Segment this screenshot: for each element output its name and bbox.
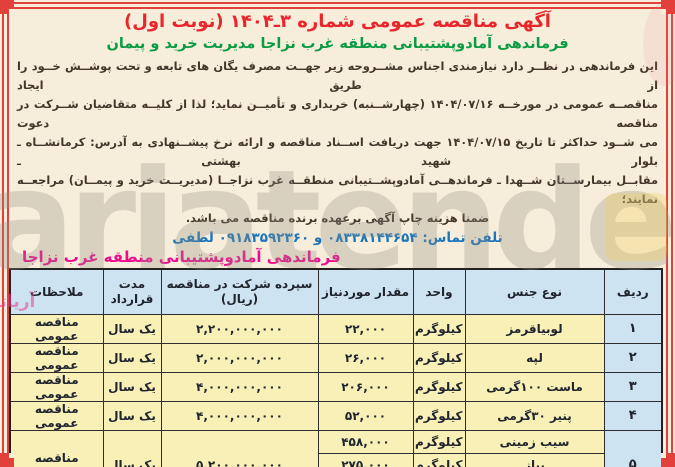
cell-remarks: مناقصه عمومی <box>9 430 104 467</box>
signature-line: فرماندهی آمادوپشتیبانی منطقه غرب نزاجا <box>22 248 341 266</box>
column-header-deposit: سپرده شرکت در مناقصه (ریال) <box>160 268 319 315</box>
cell-item-name: پنیر ۳۰گرمی <box>464 401 605 431</box>
table-header-row: ردیف نوع جنس واحد مقدار موردنیاز سپرده ش… <box>9 268 663 315</box>
page-title: آگهی مناقصه عمومی شماره ۳ـ۱۴۰۴ (نوبت اول… <box>124 11 551 32</box>
cell-deposit: ۵,۲۰۰,۰۰۰,۰۰۰ <box>160 430 319 467</box>
column-header-quantity: مقدار موردنیاز <box>317 268 414 315</box>
column-header-item-name: نوع جنس <box>464 268 605 315</box>
column-header-remarks: ملاحظات <box>9 268 104 315</box>
table-row: ۴ پنیر ۳۰گرمی کیلوگرم ۵۲,۰۰۰ ۴,۰۰۰,۰۰۰,۰۰۰ یک… <box>9 401 663 431</box>
cell-row-number: ۳ <box>603 372 663 402</box>
table-row: ۵ سیب زمینی کیلوگرم ۴۵۸,۰۰۰ ۵,۲۰۰,۰۰۰,۰۰۰ یک … <box>9 430 663 467</box>
cell-deposit: ۲,۲۰۰,۰۰۰,۰۰۰ <box>160 314 319 344</box>
cell-quantity: ۲۰۶,۰۰۰ <box>317 372 414 402</box>
table-body: ۱ لوبیاقرمز کیلوگرم ۲۲,۰۰۰ ۲,۲۰۰,۰۰۰,۰۰۰ یک س… <box>9 314 663 467</box>
cell-unit: کیلوگرم <box>412 314 466 344</box>
frame-corner-ornament <box>0 0 14 14</box>
frame-corner-ornament <box>661 0 675 14</box>
frame-corner-ornament <box>0 453 14 467</box>
cell-unit: کیلوگرم <box>412 372 466 402</box>
body-line: این فرماندهی در نظــر دارد نیازمندی اجنا… <box>17 59 658 92</box>
cell-row-number: ۵ <box>603 430 663 467</box>
tender-items-table: ردیف نوع جنس واحد مقدار موردنیاز سپرده ش… <box>9 268 663 467</box>
column-header-unit: واحد <box>412 268 466 315</box>
page-subtitle: فرماندهی آمادوپشتیبانی منطقه غرب نزاجا م… <box>106 36 569 52</box>
cell-unit: کیلوگرم <box>412 401 466 431</box>
contact-phone-line: تلفن تماس: ۰۸۳۳۸۱۴۴۶۵۴ و ۰۹۱۸۳۵۹۲۳۶۰ لطف… <box>172 230 503 246</box>
cell-remarks: مناقصه عمومی <box>9 401 104 431</box>
body-line: می شــود حداکثر تا تاریخ ۱۴۰۴/۰۷/۱۵ جهت … <box>17 135 658 168</box>
cell-unit: کیلوگرم <box>412 453 466 467</box>
cell-row-number: ۲ <box>603 343 663 373</box>
column-header-duration: مدت قرارداد <box>102 268 162 315</box>
cell-unit: کیلوگرم <box>412 343 466 373</box>
cell-duration: یک سال <box>102 314 162 344</box>
cell-remarks: مناقصه عمومی <box>9 314 104 344</box>
cell-deposit: ۲,۰۰۰,۰۰۰,۰۰۰ <box>160 343 319 373</box>
table-row: ۱ لوبیاقرمز کیلوگرم ۲۲,۰۰۰ ۲,۲۰۰,۰۰۰,۰۰۰ یک س… <box>9 314 663 344</box>
cell-remarks: مناقصه عمومی <box>9 372 104 402</box>
column-header-row-number: ردیف <box>603 268 663 315</box>
cell-quantity: ۲۷۵,۰۰۰ <box>317 453 414 467</box>
cell-quantity: ۵۲,۰۰۰ <box>317 401 414 431</box>
cell-remarks: مناقصه عمومی <box>9 343 104 373</box>
table-row: ۲ لپه کیلوگرم ۲۶,۰۰۰ ۲,۰۰۰,۰۰۰,۰۰۰ یک سال مناق… <box>9 343 663 373</box>
cell-quantity: ۴۵۸,۰۰۰ <box>317 430 414 454</box>
body-line: مناقصــه عمومی در مورخــه ۱۴۰۴/۰۷/۱۶ (چه… <box>17 97 658 130</box>
cell-deposit: ۴,۰۰۰,۰۰۰,۰۰۰ <box>160 372 319 402</box>
cell-row-number: ۴ <box>603 401 663 431</box>
body-line: مقابــل بیمارســتان شــهدا ـ فرماندهــی … <box>17 173 658 206</box>
cell-duration: یک سال <box>102 430 162 467</box>
cell-deposit: ۴,۰۰۰,۰۰۰,۰۰۰ <box>160 401 319 431</box>
cell-unit: کیلوگرم <box>412 430 466 454</box>
body-line: ضمنا هزینه چاپ آگهی برعهده برنده مناقصه … <box>185 211 490 225</box>
cell-duration: یک سال <box>102 343 162 373</box>
cell-duration: یک سال <box>102 401 162 431</box>
table-row: ۳ ماست ۱۰۰گرمی کیلوگرم ۲۰۶,۰۰۰ ۴,۰۰۰,۰۰۰,۰۰۰… <box>9 372 663 402</box>
frame-corner-ornament <box>661 453 675 467</box>
cell-row-number: ۱ <box>603 314 663 344</box>
cell-quantity: ۲۶,۰۰۰ <box>317 343 414 373</box>
cell-item-name: ماست ۱۰۰گرمی <box>464 372 605 402</box>
cell-duration: یک سال <box>102 372 162 402</box>
cell-item-name: سیب زمینی <box>464 430 605 454</box>
cell-quantity: ۲۲,۰۰۰ <box>317 314 414 344</box>
announcement-body: این فرماندهی در نظــر دارد نیازمندی اجنا… <box>17 57 658 228</box>
cell-item-name: لوبیاقرمز <box>464 314 605 344</box>
cell-item-name: لپه <box>464 343 605 373</box>
ad-content: آگهی مناقصه عمومی شماره ۳ـ۱۴۰۴ (نوبت اول… <box>9 10 663 467</box>
cell-item-name: پیاز <box>464 453 605 467</box>
